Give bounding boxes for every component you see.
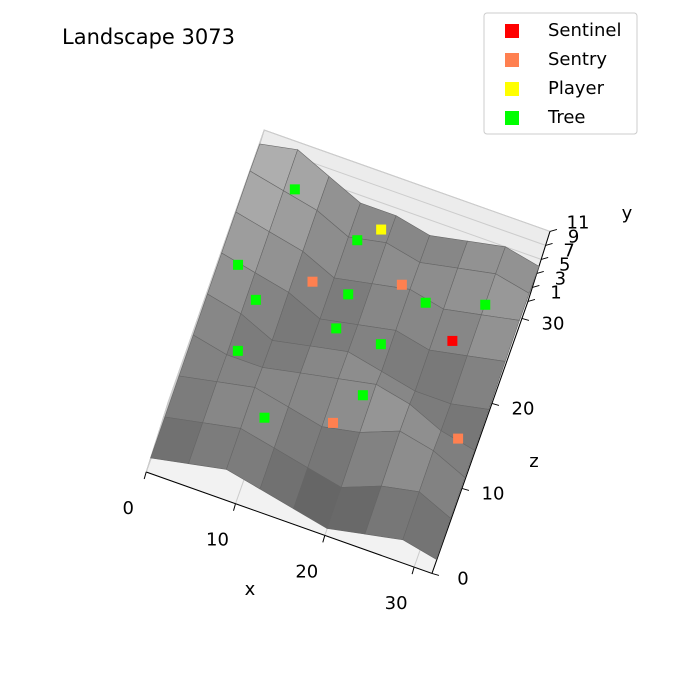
y-tick <box>541 256 549 260</box>
legend-label: Sentinel <box>548 20 621 41</box>
grid-line <box>167 129 551 403</box>
object-marker <box>289 184 300 195</box>
y-tick-label: 1 <box>550 282 561 303</box>
object-marker <box>328 417 339 428</box>
legend-marker <box>505 111 519 125</box>
object-marker <box>307 276 318 287</box>
object-marker <box>480 299 491 310</box>
x-tick <box>322 535 326 543</box>
z-tick <box>521 317 530 321</box>
object-marker <box>250 294 261 305</box>
object-marker <box>343 289 354 300</box>
x-tick-label: 20 <box>295 561 318 582</box>
legend-label: Tree <box>547 107 586 128</box>
legend-label: Sentry <box>548 49 607 70</box>
y-tick-label: 9 <box>568 226 579 247</box>
x-tick-label: 30 <box>385 593 408 614</box>
z-tick <box>491 402 500 406</box>
x-tick-label: 10 <box>206 530 229 551</box>
object-marker <box>357 390 368 401</box>
y-tick-label: 11 <box>567 212 590 233</box>
x-axis <box>146 471 433 574</box>
object-marker <box>376 224 387 235</box>
z-axis-label: z <box>529 451 538 472</box>
x-axis-label: x <box>245 579 256 600</box>
y-tick-label: 5 <box>559 254 570 275</box>
chart-title: Landscape 3073 <box>62 25 235 49</box>
object-marker <box>232 345 243 356</box>
y-tick <box>532 284 540 288</box>
x-tick <box>411 566 415 575</box>
y-tick-label: 3 <box>555 268 566 289</box>
z-tick-label: 10 <box>482 483 505 504</box>
object-marker <box>375 339 386 350</box>
object-marker <box>259 412 270 423</box>
z-tick-label: 30 <box>542 313 565 334</box>
legend-marker <box>505 24 519 38</box>
y-tick <box>536 270 544 274</box>
x-tick <box>143 471 147 480</box>
object-marker <box>396 279 407 290</box>
y-tick <box>527 298 536 302</box>
y-axis-label: y <box>622 203 633 224</box>
object-marker <box>453 433 464 444</box>
y-tick-label: 7 <box>563 240 574 261</box>
object-marker <box>331 323 342 334</box>
z-tick-label: 20 <box>512 398 535 419</box>
x-tick-label: 0 <box>122 498 133 519</box>
legend-marker <box>505 82 519 96</box>
z-tick-label: 0 <box>457 568 468 589</box>
z-tick <box>431 572 440 576</box>
object-marker <box>352 235 363 246</box>
legend-box <box>483 12 638 135</box>
legend-label: Player <box>548 78 605 99</box>
y-tick <box>545 242 553 246</box>
surface-face <box>402 491 451 560</box>
y-tick <box>549 228 558 232</box>
object-marker <box>233 259 244 270</box>
object-marker <box>420 297 431 308</box>
legend-marker <box>505 53 519 67</box>
object-marker <box>447 335 458 346</box>
z-axis <box>431 301 529 574</box>
x-tick <box>233 503 236 511</box>
z-tick <box>461 487 470 491</box>
